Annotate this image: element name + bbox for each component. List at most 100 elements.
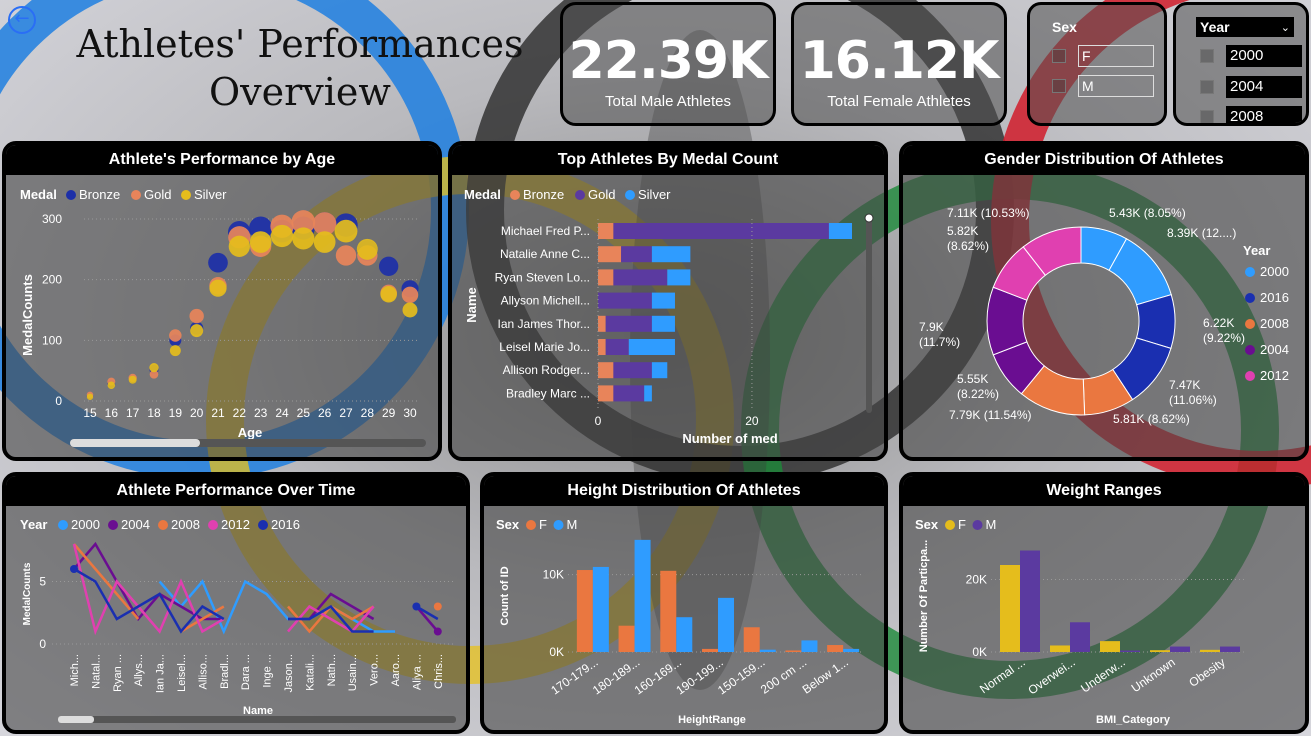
bar xyxy=(1150,650,1170,652)
checkbox[interactable] xyxy=(1200,80,1214,94)
scatter-point xyxy=(149,369,159,379)
x-tick-label: 29 xyxy=(382,406,396,420)
x-tick-label: Nath... xyxy=(326,654,338,686)
bar xyxy=(1100,641,1120,652)
legend-label: F xyxy=(958,517,966,532)
slice-data-label: (11.06%) xyxy=(1169,393,1217,407)
scatter-point xyxy=(86,393,94,400)
x-axis-title: Number of med xyxy=(682,431,777,446)
year-slicer-header[interactable]: Year ⌄ xyxy=(1196,17,1294,37)
slice-data-label: 5.43K (8.05%) xyxy=(1109,206,1186,220)
bar-segment xyxy=(598,362,614,379)
bar-segment xyxy=(605,339,629,355)
scrollbar-handle xyxy=(864,213,874,223)
legend-label: 2016 xyxy=(1260,290,1289,305)
x-tick-label: Unknown xyxy=(1129,655,1178,695)
performance-line-chart[interactable]: Year 2000 2004 2008 2012 2016 0 5 Mich... Natal..… xyxy=(6,476,466,730)
year-slicer-title: Year xyxy=(1200,19,1230,35)
x-axis-title: BMI_Category xyxy=(1096,714,1171,726)
bar-segment xyxy=(651,246,691,263)
slice-data-label: 7.79K (11.54%) xyxy=(949,408,1032,422)
legend-marker xyxy=(1245,293,1255,303)
legend-marker xyxy=(526,520,536,530)
checkbox[interactable] xyxy=(1052,79,1066,93)
x-tick-label: Below 1... xyxy=(800,655,851,697)
legend-label: 2008 xyxy=(171,517,200,532)
back-arrow-icon[interactable]: ← xyxy=(8,6,36,34)
height-bar-chart[interactable]: Sex F M0K10K170-179...180-189...160-169...… xyxy=(484,476,884,730)
top-athletes-bar-chart[interactable]: Medal Bronze Gold Silver Michael Fred P... Na… xyxy=(452,145,884,457)
legend-title: Sex xyxy=(496,517,520,532)
panel-performance-over-time: Athlete Performance Over Time Year 2000 20… xyxy=(2,472,470,734)
x-tick-label: 200 cm ... xyxy=(758,655,809,697)
bar-segment xyxy=(598,269,614,286)
x-tick-label: 16 xyxy=(105,406,119,420)
year-option-2000[interactable]: 2000 xyxy=(1200,45,1302,67)
category-label: Allison Rodger... xyxy=(503,363,590,377)
legend-label: Gold xyxy=(588,187,615,202)
scatter-point xyxy=(209,279,227,297)
bar xyxy=(676,617,693,652)
legend-marker xyxy=(553,520,564,530)
gender-donut-chart[interactable]: 5.43K (8.05%) 8.39K (12....) 6.22K(9.22%) 7… xyxy=(903,145,1305,457)
year-option-label: 2004 xyxy=(1226,76,1302,98)
series-line xyxy=(158,579,395,635)
bar-segment xyxy=(598,315,606,332)
panel-height-distribution: Height Distribution Of Athletes Sex F M 0K 1… xyxy=(480,472,888,734)
bar xyxy=(827,645,844,652)
checkbox[interactable] xyxy=(1052,49,1066,63)
scatter-point xyxy=(334,219,358,243)
vertical-scrollbar xyxy=(866,217,872,413)
slice-data-label: 7.47K xyxy=(1169,378,1200,392)
legend-label: M xyxy=(986,517,997,532)
legend-label: 2008 xyxy=(1260,316,1289,331)
checkbox[interactable] xyxy=(1200,49,1214,63)
x-tick-label: Underw... xyxy=(1078,655,1128,696)
legend-label: Silver xyxy=(194,187,227,202)
bar xyxy=(1120,650,1140,652)
weight-bar-chart[interactable]: Sex F M 0K 20K Normal ...Overwei... Underw... U… xyxy=(903,476,1305,730)
x-tick-label: 0 xyxy=(595,414,602,428)
slice-data-label: (9.22%) xyxy=(1203,331,1245,345)
age-scatter-chart[interactable]: Medal Bronze Gold Silver 0 100 200 300 15 16 17 18 1… xyxy=(6,145,438,457)
x-tick-label: Aaro... xyxy=(390,654,402,686)
panel-title: Weight Ranges xyxy=(903,476,1305,506)
legend-label: Bronze xyxy=(79,187,120,202)
bar-segment xyxy=(605,315,652,332)
sex-slicer-title: Sex xyxy=(1052,19,1077,35)
year-option-2008[interactable]: 2008 xyxy=(1200,106,1302,123)
scatter-point xyxy=(128,375,137,384)
x-tick-label: 24 xyxy=(275,406,289,420)
year-option-2004[interactable]: 2004 xyxy=(1200,76,1302,98)
slice-data-label: 6.22K xyxy=(1203,316,1234,330)
slice-data-label: 7.9K xyxy=(919,320,944,334)
scatter-point xyxy=(292,227,315,250)
y-axis-title: Name xyxy=(464,287,479,322)
slice-data-label: (8.62%) xyxy=(947,239,989,253)
bar xyxy=(592,566,609,652)
x-tick-label: Leisel... xyxy=(176,654,188,692)
sex-slicer[interactable]: Sex F M xyxy=(1027,2,1167,126)
legend-marker xyxy=(58,520,68,530)
legend-title: Year xyxy=(1243,243,1270,258)
sex-option-m[interactable]: M xyxy=(1052,75,1154,97)
checkbox[interactable] xyxy=(1200,110,1214,123)
slice-data-label: 8.39K (12....) xyxy=(1167,226,1236,240)
sex-option-f[interactable]: F xyxy=(1052,45,1154,67)
x-axis-title: Age xyxy=(238,425,263,440)
bar-segment xyxy=(598,339,606,355)
chevron-down-icon[interactable]: ⌄ xyxy=(1280,21,1290,34)
scatter-point xyxy=(291,210,316,234)
year-slicer[interactable]: Year ⌄ 2000 2004 2008 xyxy=(1173,2,1309,126)
legend-label: F xyxy=(539,517,547,532)
bar xyxy=(1000,565,1020,652)
legend-marker xyxy=(510,190,520,200)
bar-segment xyxy=(651,292,675,309)
x-tick-label: 22 xyxy=(233,406,247,420)
slice-data-label: (11.7%) xyxy=(919,335,960,349)
legend-marker xyxy=(1245,267,1255,277)
panel-gender-distribution: Gender Distribution Of Athletes 5.43K (8… xyxy=(899,141,1309,461)
y-axis-title: Number Of Particpa... xyxy=(918,540,930,652)
x-tick-label: 27 xyxy=(339,406,353,420)
x-tick-label: Inge ... xyxy=(262,654,274,688)
